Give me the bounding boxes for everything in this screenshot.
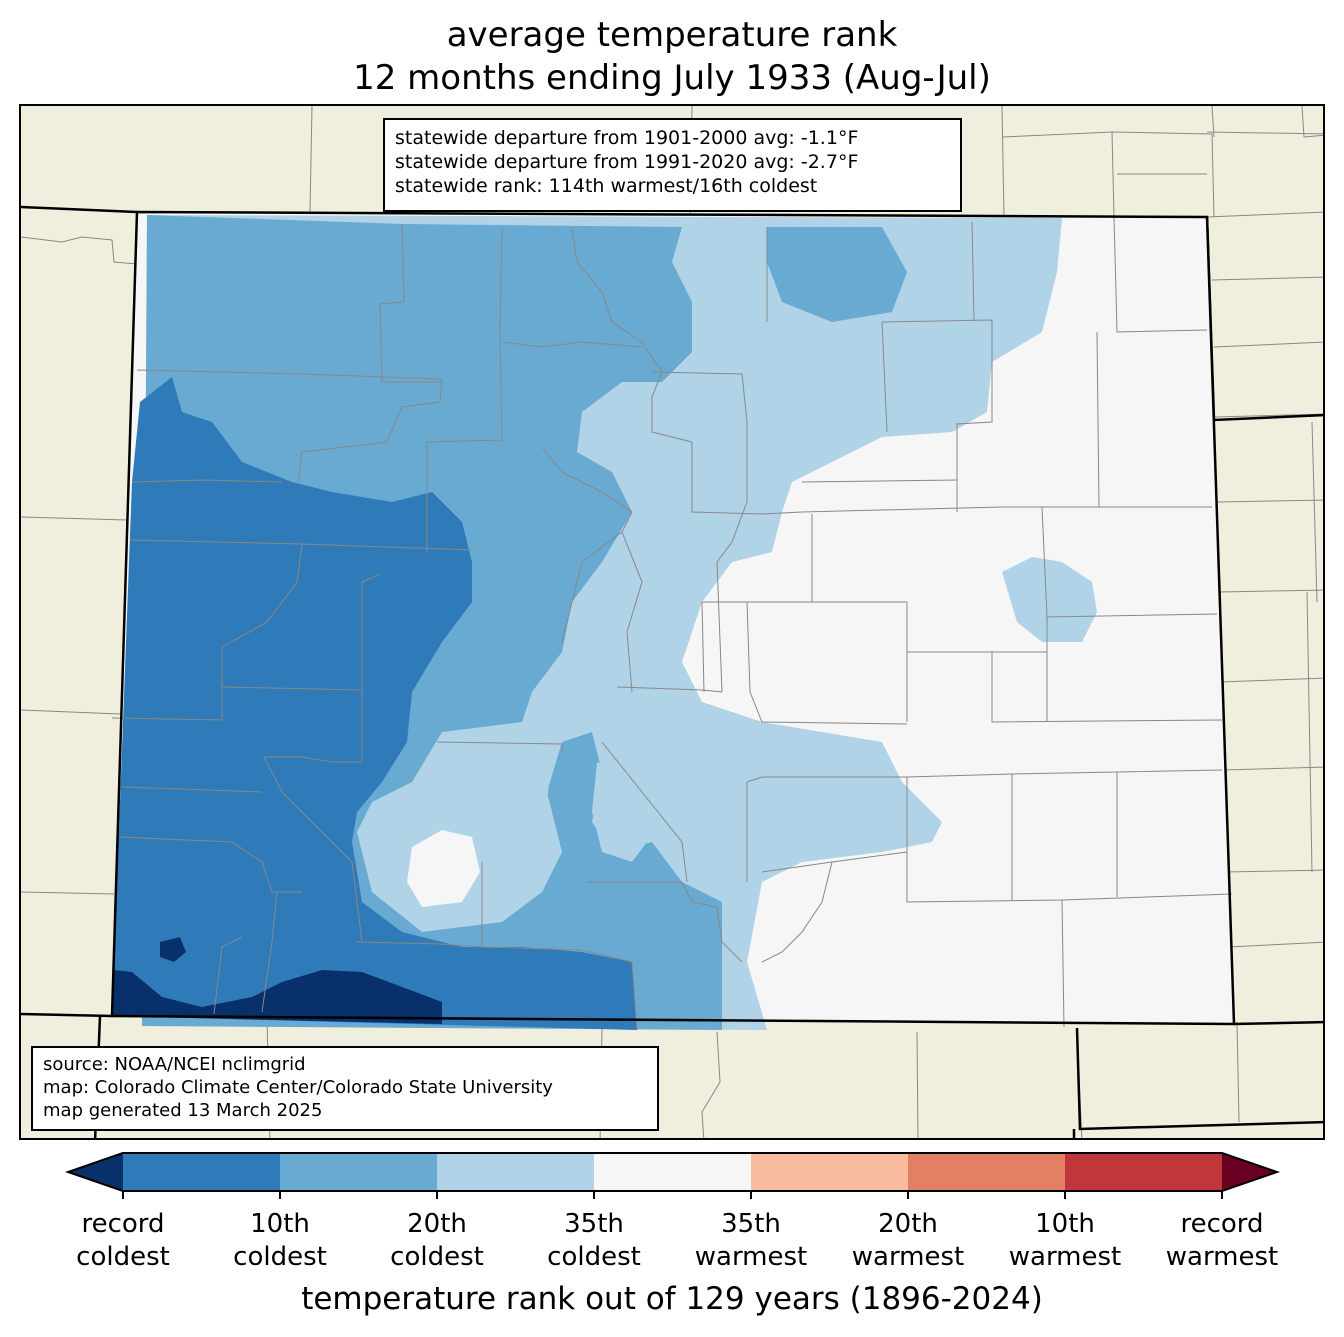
colorbar-segment (751, 1153, 909, 1191)
stats-departure-1991-2020: statewide departure from 1991-2020 avg: … (395, 151, 859, 173)
neighbor-county-lines (21, 106, 1323, 1138)
colorbar-tick-label: 20th warmest (851, 1209, 965, 1272)
source-credits-box: source: NOAA/NCEI nclimgrid map: Colorad… (31, 1046, 659, 1131)
map-credit-line: map: Colorado Climate Center/Colorado St… (43, 1077, 553, 1098)
colorbar-segment (280, 1153, 438, 1191)
generated-date-line: map generated 13 March 2025 (43, 1100, 323, 1121)
colorbar (64, 1152, 1281, 1199)
colorbar-segment (594, 1153, 752, 1191)
region-record-coldest-spot (160, 937, 186, 962)
colorbar-segment (1065, 1153, 1223, 1191)
colorbar-segment (123, 1153, 281, 1191)
colorbar-title: temperature rank out of 129 years (1896-… (301, 1281, 1043, 1317)
colorbar-segment (437, 1153, 595, 1191)
source-line: source: NOAA/NCEI nclimgrid (43, 1054, 306, 1075)
colorbar-extension-cold (68, 1153, 123, 1191)
colorbar-tick-label: record warmest (1165, 1209, 1279, 1272)
colorbar-segment (908, 1153, 1066, 1191)
region-record-coldest (112, 970, 442, 1024)
colorbar-extension-warm (1222, 1153, 1277, 1191)
region-warm-patch (407, 830, 480, 907)
region-10th-coldest (112, 377, 637, 1030)
colorbar-tick-label: 35th warmest (694, 1209, 808, 1272)
colorbar-tick-label: 35th coldest (547, 1209, 641, 1272)
colorado-state-border (110, 210, 1236, 1026)
map-panel (19, 104, 1325, 1140)
region-35th-coldest-valley (592, 762, 647, 862)
map-title-line1: average temperature rank (446, 15, 898, 55)
stats-statewide-rank: statewide rank: 114th warmest/16th colde… (395, 175, 818, 197)
colorbar-tick-label: 10th coldest (233, 1209, 327, 1272)
statewide-stats-box: statewide departure from 1901-2000 avg: … (383, 118, 962, 212)
colorado-map (21, 106, 1323, 1138)
colorbar-tick-label: 20th coldest (390, 1209, 484, 1272)
region-20th-coldest-northeast (767, 227, 907, 322)
colorbar-ticks (122, 1191, 1223, 1199)
colorbar-segments (64, 1152, 1281, 1192)
colorbar-tick-label: 10th warmest (1008, 1209, 1122, 1272)
region-35th-coldest-east-patch (1002, 557, 1097, 642)
stats-departure-1901-2000: statewide departure from 1901-2000 avg: … (395, 127, 859, 149)
colorado-county-lines (111, 216, 1233, 1031)
map-title-line2: 12 months ending July 1933 (Aug-Jul) (353, 58, 991, 98)
colorbar-tick-label: record coldest (76, 1209, 170, 1272)
